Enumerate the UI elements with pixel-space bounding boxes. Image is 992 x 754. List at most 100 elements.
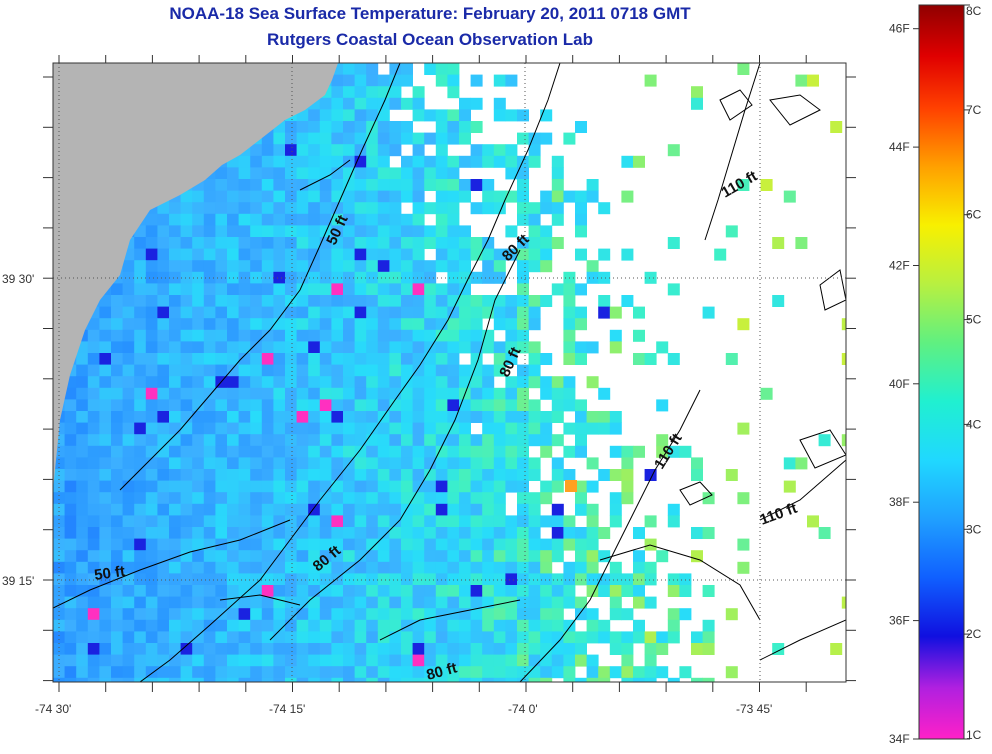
sst-pixel: [563, 295, 576, 307]
sst-pixel: [551, 573, 564, 586]
sst-pixel: [238, 399, 251, 412]
sst-pixel: [435, 109, 448, 122]
sst-pixel: [192, 561, 205, 574]
sst-pixel: [575, 503, 587, 516]
sst-pixel: [586, 631, 599, 644]
sst-pixel: [203, 631, 216, 644]
sst-pixel: [401, 63, 413, 75]
sst-pixel: [111, 666, 123, 679]
sst-pixel: [331, 480, 344, 493]
sst-pixel: [447, 585, 460, 597]
sst-pixel: [354, 480, 367, 493]
sst-pixel: [145, 677, 158, 682]
sst-pixel: [53, 480, 65, 493]
sst-pixel: [99, 643, 112, 655]
sst-pixel: [296, 457, 309, 470]
x-tick-label-73-45: -73 45': [736, 702, 772, 716]
sst-pixel: [215, 643, 228, 655]
sst-pixel: [250, 283, 263, 296]
sst-pixel: [435, 631, 448, 644]
sst-pixel: [250, 492, 263, 505]
sst-pixel: [424, 63, 437, 75]
sst-pixel: [238, 376, 251, 389]
sst-pixel: [308, 550, 321, 563]
sst-pixel: [99, 364, 112, 377]
sst-pixel: [250, 585, 263, 597]
sst-pixel: [389, 295, 402, 307]
sst-pixel: [169, 248, 181, 261]
sst-pixel: [319, 260, 332, 273]
sst-pixel: [459, 503, 471, 516]
sst-pixel: [575, 411, 587, 423]
sst-pixel: [273, 260, 286, 273]
sst-pixel: [157, 608, 170, 621]
sst-pixel: [493, 457, 506, 470]
sst-pixel: [575, 248, 587, 261]
sst-pixel: [470, 248, 483, 261]
sst-pixel: [366, 353, 379, 365]
sst-pixel: [667, 503, 680, 516]
sst-pixel: [435, 121, 448, 133]
sst-pixel: [343, 515, 355, 528]
sst-pixel: [470, 573, 483, 586]
sst-pixel: [261, 179, 274, 191]
sst-pixel: [134, 503, 147, 516]
sst-pixel: [435, 434, 448, 447]
sst-pixel: [493, 596, 506, 609]
sst-pixel: [401, 561, 413, 574]
sst-pixel: [424, 550, 437, 563]
sst-pixel: [412, 387, 425, 400]
sst-pixel: [145, 527, 158, 539]
sst-pixel: [308, 179, 321, 191]
sst-pixel: [401, 480, 413, 493]
sst-pixel: [401, 283, 413, 296]
sst-pixel: [493, 561, 506, 574]
sst-pixel: [691, 469, 703, 481]
sst-pixel: [354, 677, 367, 682]
map-title: NOAA-18 Sea Surface Temperature: Februar…: [169, 4, 691, 23]
sst-pixel: [261, 503, 274, 516]
sst-pixel: [447, 596, 460, 609]
sst-pixel: [285, 515, 297, 528]
color-scale-celsius-label: 5C: [966, 313, 982, 327]
sst-pixel: [609, 329, 622, 342]
sst-pixel: [203, 306, 216, 319]
sst-pixel: [273, 179, 286, 191]
sst-pixel: [64, 469, 77, 481]
sst-pixel: [261, 550, 274, 563]
sst-pixel: [285, 550, 297, 563]
sst-pixel: [563, 353, 576, 365]
sst-pixel: [447, 422, 460, 435]
sst-pixel: [227, 585, 239, 597]
sst-pixel: [401, 74, 413, 87]
sst-pixel: [273, 561, 286, 574]
sst-pixel: [308, 190, 321, 203]
sst-pixel: [424, 167, 437, 180]
sst-pixel: [412, 492, 425, 505]
sst-pixel: [575, 631, 587, 644]
sst-pixel: [493, 480, 506, 493]
sst-pixel: [319, 353, 332, 365]
sst-pixel: [482, 260, 495, 273]
sst-pixel: [203, 434, 216, 447]
sst-pixel: [540, 538, 553, 551]
sst-pixel: [203, 225, 216, 238]
sst-pixel: [169, 318, 181, 331]
sst-pixel: [296, 202, 309, 215]
sst-pixel: [296, 190, 309, 203]
sst-pixel: [772, 237, 785, 249]
sst-pixel: [215, 202, 228, 215]
sst-pixel: [795, 74, 808, 87]
sst-pixel: [169, 283, 181, 296]
sst-pixel: [331, 74, 344, 87]
sst-pixel: [412, 608, 425, 621]
sst-pixel: [366, 225, 379, 238]
sst-pixel: [319, 341, 332, 354]
sst-pixel: [250, 318, 263, 331]
sst-pixel: [401, 155, 413, 168]
sst-pixel: [215, 561, 228, 574]
sst-pixel: [354, 492, 367, 505]
sst-pixel: [215, 585, 228, 597]
sst-pixel: [435, 573, 448, 586]
sst-pixel: [795, 457, 808, 470]
